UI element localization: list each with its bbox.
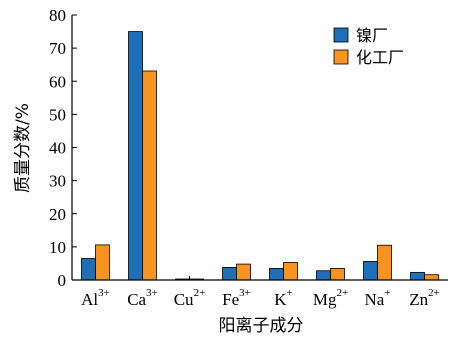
y-tick-label: 60 [49,72,66,91]
legend-swatch-2 [333,49,349,65]
bar-series1-fe [222,267,237,281]
x-tick-label-k: K+ [274,287,293,309]
bar-series1-ca [128,31,143,281]
y-tick-label: 50 [49,105,66,124]
y-tick-label: 10 [49,238,66,257]
plot-area: 0 10 20 30 40 50 60 70 80 Al3+ Ca3+ Cu2+ Fe3+ K+ Mg2+ N… [49,6,448,309]
x-tick-label-cu: Cu2+ [174,287,206,309]
bar-series2-mg [330,268,345,281]
bar-series1-na [363,261,378,281]
x-tick-label-ca: Ca3+ [127,287,158,309]
bar-series2-al [95,244,110,281]
bar-series1-al [81,258,96,281]
bar-series1-k [269,268,284,281]
x-axis-title: 阳离子成分 [219,316,304,336]
legend-swatch-1 [333,27,349,43]
x-tick-label-fe: Fe3+ [222,287,251,309]
bar-series1-zn [410,271,425,281]
legend-label-2: 化工厂 [356,48,404,67]
x-tick-label-na: Na+ [364,287,390,309]
x-tick-label-zn: Zn2+ [409,287,440,309]
y-tick-label: 80 [49,6,66,25]
bar-series2-k [283,262,298,281]
legend-label-1: 镍厂 [356,26,388,45]
bar-series2-zn [424,274,439,281]
x-tick-label-mg: Mg2+ [313,287,348,309]
bar-series2-na [377,244,392,281]
y-tick-label: 40 [49,139,66,158]
x-tick-label-al: Al3+ [81,287,110,309]
y-tick-label: 70 [49,39,66,58]
bar-series1-mg [316,270,331,281]
y-tick-label: 0 [58,271,67,290]
y-tick-label: 20 [49,205,66,224]
bar-series2-fe [236,263,251,281]
bar-series2-ca [142,70,157,281]
y-axis-title: 质量分数/% [13,103,33,193]
y-tick-label: 30 [49,172,66,191]
